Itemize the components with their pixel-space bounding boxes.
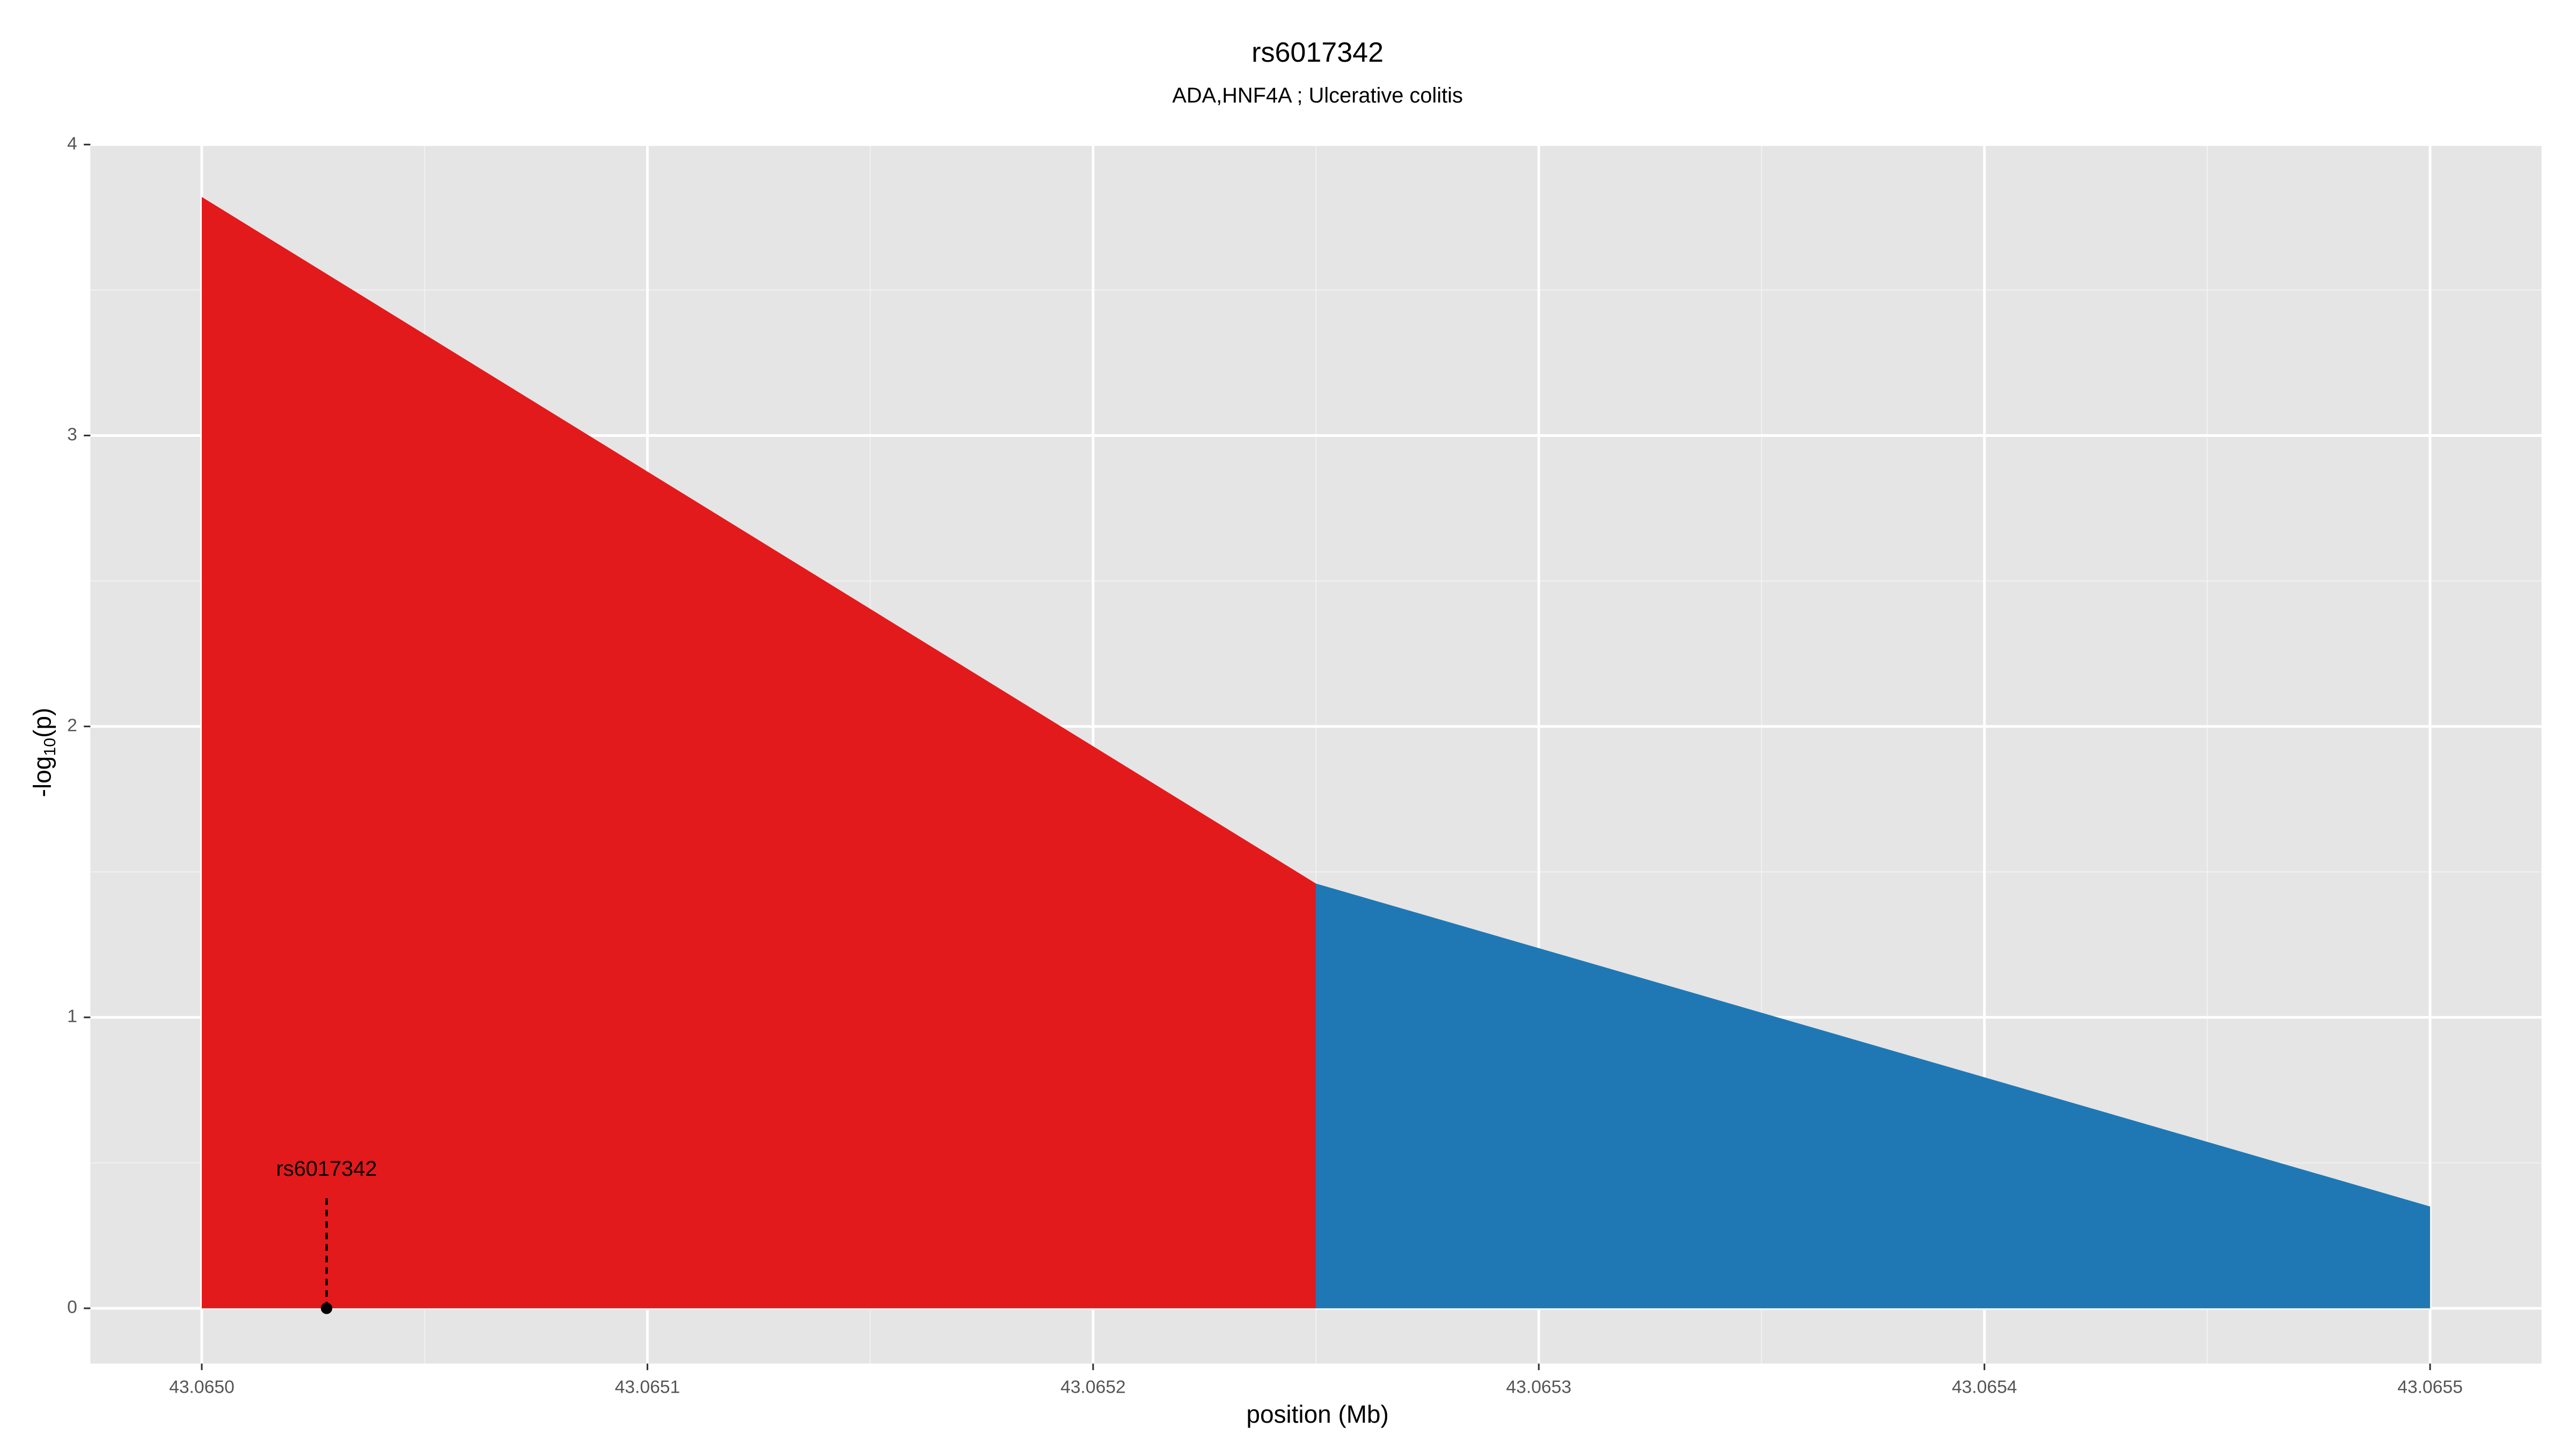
y-label-prefix: -log bbox=[28, 756, 56, 797]
y-label-suffix: (p) bbox=[28, 708, 56, 738]
y-axis-label: -log10(p) bbox=[28, 708, 59, 797]
x-axis-label: position (Mb) bbox=[1246, 1400, 1388, 1428]
chart-subtitle: ADA,HNF4A ; Ulcerative colitis bbox=[1172, 84, 1463, 107]
x-tick-label: 43.0654 bbox=[1952, 1378, 2017, 1397]
x-tick-label: 43.0652 bbox=[1060, 1378, 1126, 1397]
chart-title: rs6017342 bbox=[1252, 37, 1384, 68]
area bbox=[201, 196, 1316, 1308]
x-tick-label: 43.0650 bbox=[169, 1378, 235, 1397]
y-tick-label: 3 bbox=[67, 425, 77, 444]
y-tick-label: 4 bbox=[67, 134, 77, 153]
area bbox=[1316, 883, 2431, 1308]
x-tick-label: 43.0653 bbox=[1506, 1378, 1571, 1397]
y-tick-label: 2 bbox=[67, 715, 77, 735]
y-label-sub: 10 bbox=[41, 738, 59, 756]
y-tick-label: 0 bbox=[67, 1298, 77, 1318]
x-tick-label: 43.0651 bbox=[615, 1378, 680, 1397]
y-tick-label: 1 bbox=[67, 1007, 77, 1027]
annotation-point bbox=[320, 1302, 333, 1314]
annotation-label: rs6017342 bbox=[276, 1157, 377, 1181]
x-tick-label: 43.0655 bbox=[2397, 1378, 2463, 1397]
